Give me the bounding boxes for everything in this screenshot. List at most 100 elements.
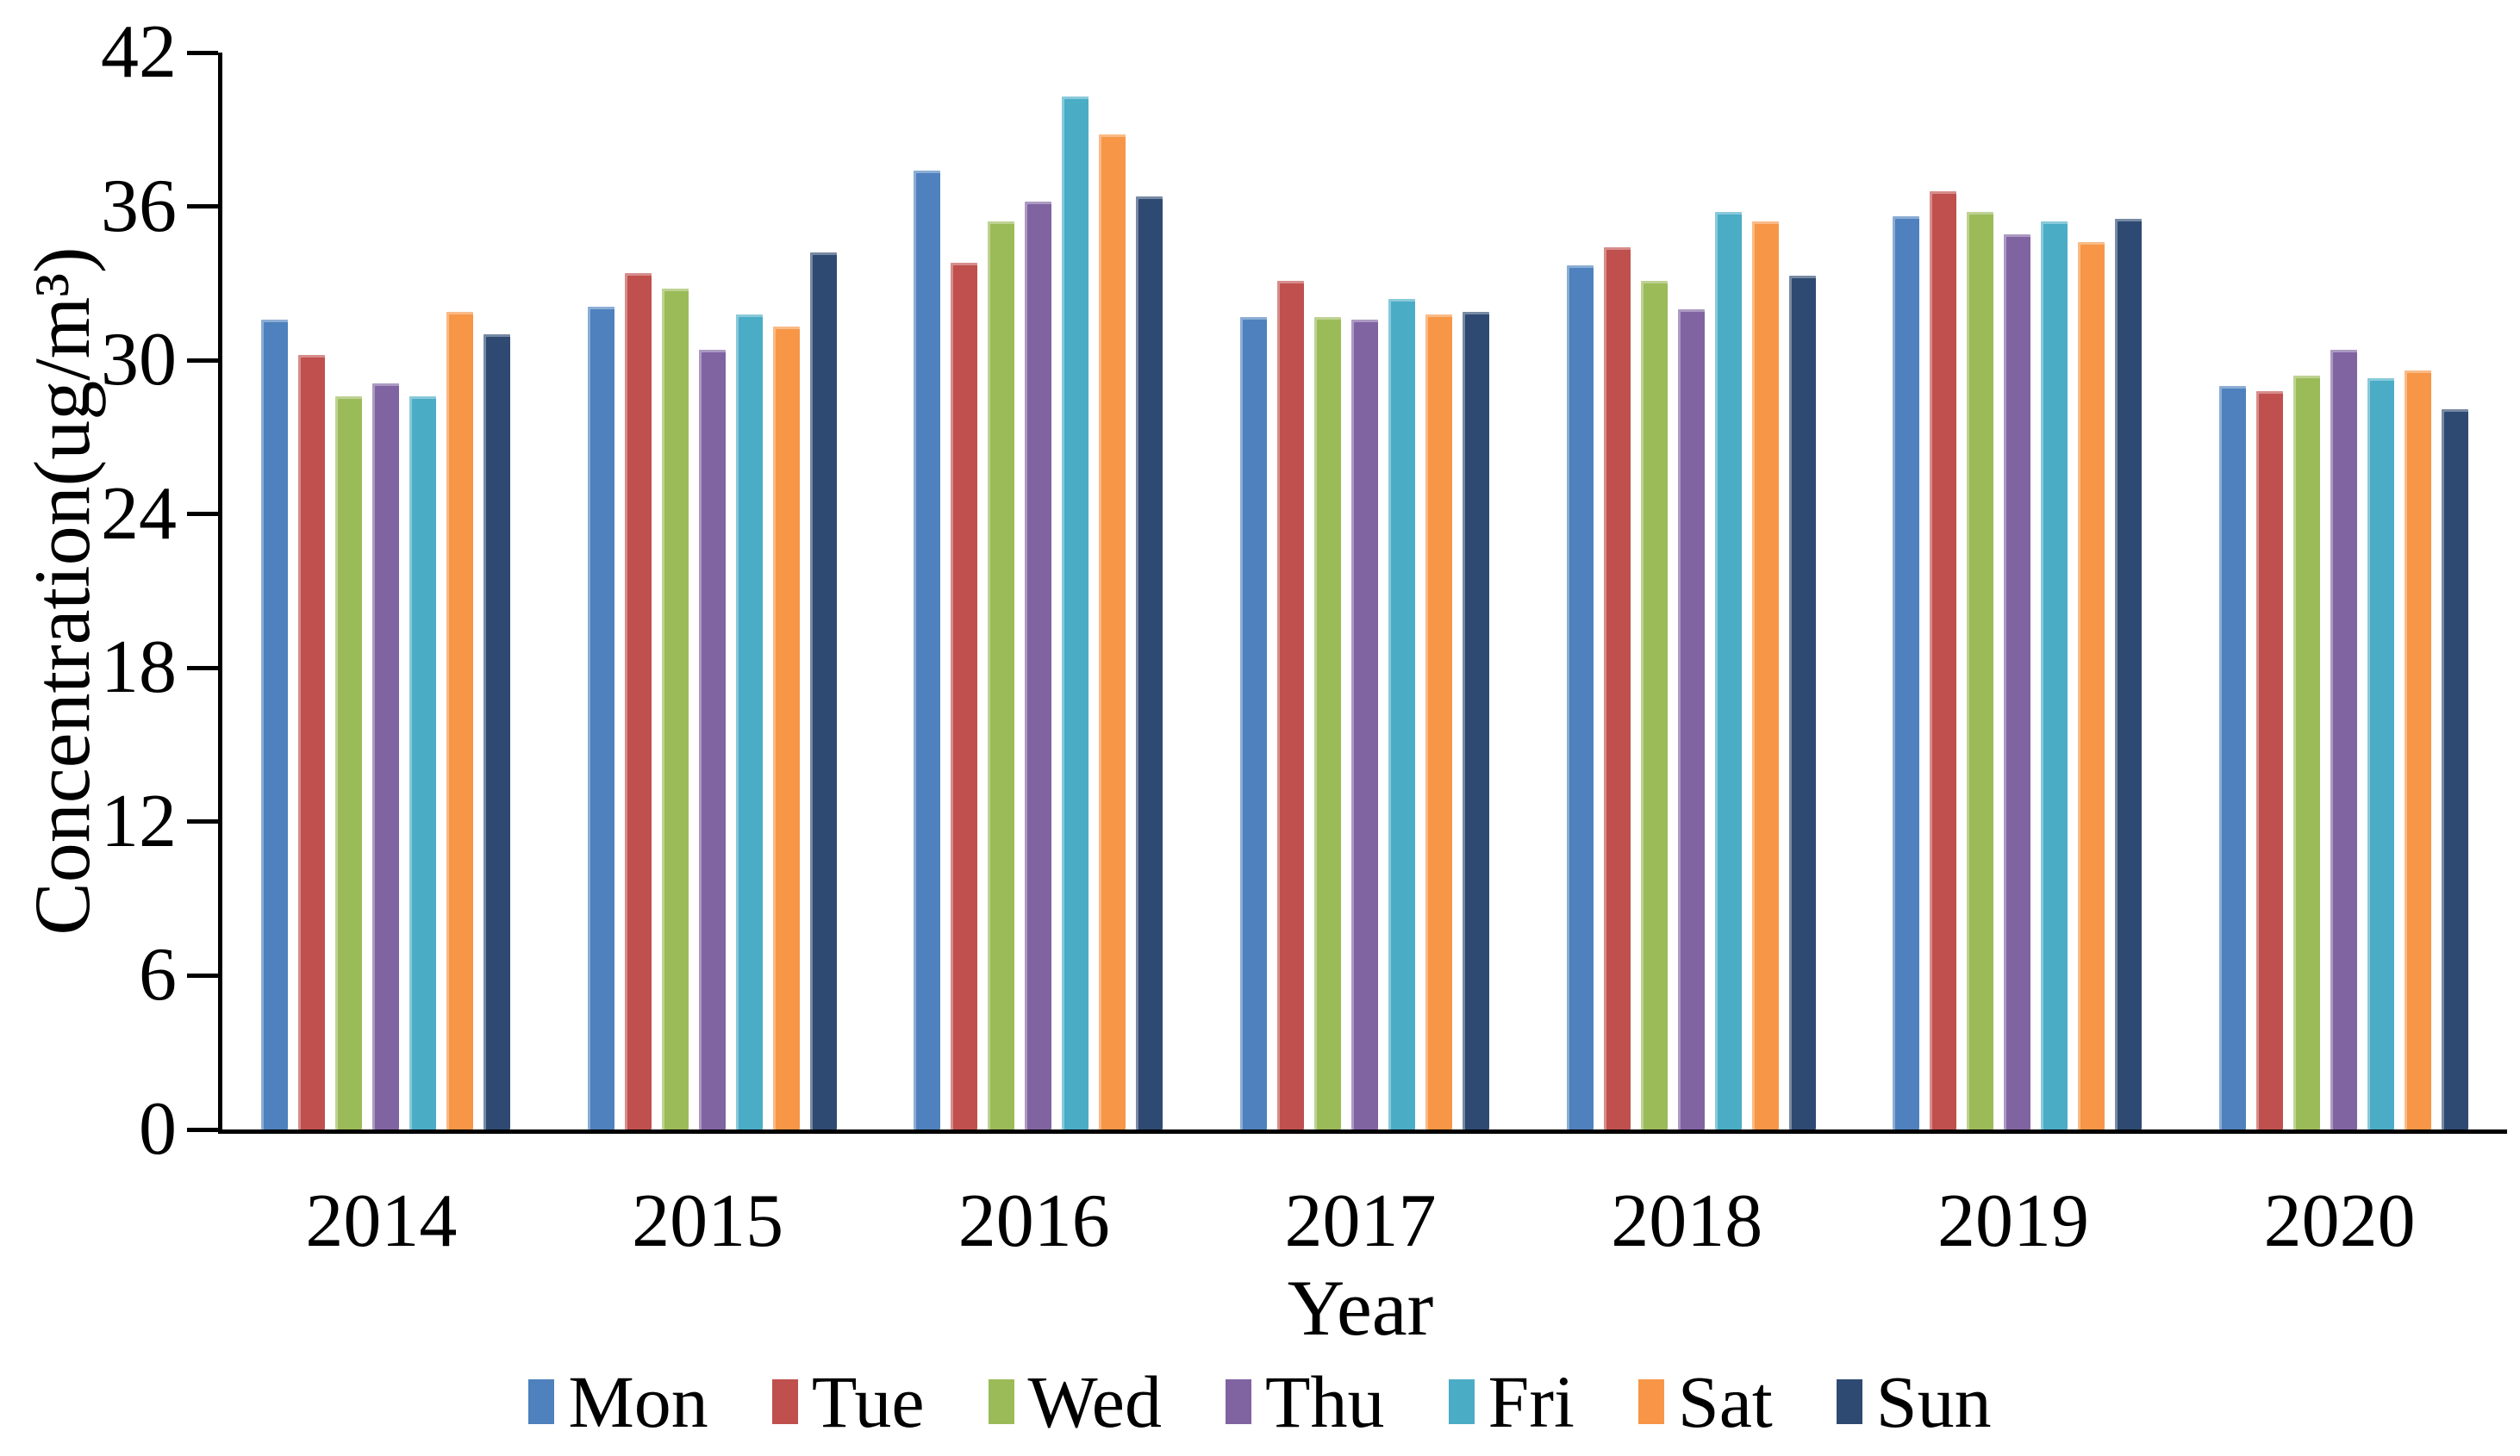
legend-label-tue: Tue [811, 1360, 925, 1443]
year-group-2017 [1201, 53, 1528, 1129]
bar-2018-mon [1566, 265, 1594, 1129]
legend-label-wed: Wed [1027, 1360, 1162, 1443]
bar-2019-tue [1930, 190, 1957, 1129]
legend-item-fri: Fri [1448, 1363, 1575, 1440]
y-axis-tick [187, 358, 218, 363]
x-tick-label-2020: 2020 [2263, 1179, 2416, 1263]
bar-2017-sat [1425, 314, 1453, 1129]
bar-2018-fri [1714, 211, 1742, 1129]
bar-2018-tue [1603, 247, 1631, 1129]
year-group-2019 [1855, 53, 2181, 1129]
year-group-2015 [549, 53, 876, 1129]
year-group-2016 [875, 53, 1201, 1129]
y-tick-label: 12 [101, 779, 177, 863]
bar-2015-tue [624, 272, 652, 1129]
x-tick-label-2019: 2019 [1937, 1179, 2089, 1263]
legend-label-sat: Sat [1677, 1360, 1773, 1443]
y-tick-label: 0 [139, 1087, 177, 1171]
bar-2020-fri [2367, 377, 2395, 1129]
bar-2020-wed [2293, 376, 2321, 1129]
x-tick-label-2014: 2014 [305, 1179, 458, 1263]
y-axis-tick [187, 512, 218, 517]
bar-2016-mon [914, 170, 941, 1129]
legend: Mon Tue Wed Thu Fri Sat Sun [0, 1363, 2520, 1440]
bar-2014-wed [334, 395, 362, 1129]
bar-2014-tue [297, 355, 325, 1129]
y-tick-label: 18 [101, 625, 177, 710]
legend-swatch-sat [1637, 1379, 1664, 1424]
y-axis-tick [187, 204, 218, 209]
legend-item-mon: Mon [528, 1363, 708, 1440]
bar-2017-tue [1277, 280, 1305, 1129]
bar-2015-mon [587, 306, 614, 1129]
bar-2019-sun [2115, 219, 2143, 1129]
legend-swatch-fri [1448, 1379, 1475, 1424]
bar-2018-thu [1677, 308, 1705, 1129]
bar-2018-sat [1751, 221, 1779, 1129]
legend-swatch-sun [1836, 1379, 1862, 1424]
bar-2016-wed [988, 221, 1015, 1129]
legend-item-wed: Wed [988, 1360, 1162, 1443]
legend-swatch-wed [988, 1379, 1014, 1424]
y-tick-label: 42 [101, 10, 177, 94]
bar-2017-sun [1463, 311, 1490, 1129]
legend-label-thu: Thu [1264, 1360, 1385, 1443]
x-tick-label-2018: 2018 [1611, 1179, 1763, 1263]
legend-label-sun: Sun [1875, 1360, 1992, 1443]
x-axis-labels: 2014 2015 2016 2017 2018 2019 2020 [218, 1179, 2503, 1265]
year-group-2020 [2180, 53, 2507, 1129]
bar-2020-mon [2219, 385, 2247, 1129]
bar-2015-wed [661, 288, 689, 1129]
bar-2019-wed [1967, 211, 1994, 1129]
bar-2014-mon [260, 319, 288, 1129]
year-group-2018 [1528, 53, 1855, 1129]
legend-item-thu: Thu [1225, 1360, 1385, 1443]
year-group-2014 [222, 53, 549, 1129]
y-tick-label: 36 [101, 164, 177, 248]
bar-2015-sun [809, 252, 837, 1129]
legend-item-sat: Sat [1637, 1360, 1773, 1443]
bar-2016-sat [1099, 134, 1126, 1129]
bar-2020-sat [2405, 370, 2432, 1129]
legend-item-tue: Tue [771, 1360, 925, 1443]
bars-row [222, 53, 2507, 1129]
bar-2016-thu [1025, 201, 1052, 1129]
y-tick-label: 6 [139, 933, 177, 1017]
y-axis-tick [187, 1127, 218, 1132]
y-axis-tick [187, 50, 218, 55]
bar-2014-thu [371, 383, 399, 1129]
legend-item-sun: Sun [1836, 1360, 1992, 1443]
bar-2020-thu [2330, 350, 2358, 1129]
bar-2014-sun [483, 334, 510, 1129]
bar-2015-fri [735, 314, 763, 1129]
plot-area [187, 50, 2507, 1134]
bar-2014-fri [409, 395, 436, 1129]
bar-2018-sun [1788, 275, 1816, 1129]
x-tick-label-2016: 2016 [957, 1179, 1110, 1263]
y-tick-label: 24 [101, 471, 177, 556]
y-axis-tick [187, 819, 218, 824]
bar-2016-fri [1062, 96, 1089, 1129]
y-tick-label: 30 [101, 318, 177, 402]
x-axis-title: Year [1287, 1264, 1434, 1352]
bar-2020-tue [2256, 390, 2284, 1129]
legend-swatch-mon [528, 1379, 555, 1424]
bar-2017-fri [1388, 298, 1416, 1129]
bar-2016-sun [1136, 196, 1163, 1129]
bar-2014-sat [446, 311, 473, 1129]
y-axis-tick [187, 973, 218, 978]
bar-2019-fri [2041, 221, 2068, 1129]
bar-2017-wed [1314, 316, 1342, 1129]
x-tick-label-2017: 2017 [1284, 1179, 1437, 1263]
bar-2020-sun [2442, 408, 2469, 1129]
bar-2017-mon [1240, 316, 1268, 1129]
x-tick-label-2015: 2015 [632, 1179, 784, 1263]
y-axis-tick [187, 665, 218, 670]
legend-label-mon: Mon [568, 1360, 708, 1443]
legend-swatch-thu [1225, 1379, 1251, 1424]
bar-2019-thu [2004, 234, 2031, 1129]
bar-2015-thu [698, 350, 726, 1129]
bar-2019-mon [1893, 216, 1920, 1129]
bar-2018-wed [1640, 280, 1668, 1129]
